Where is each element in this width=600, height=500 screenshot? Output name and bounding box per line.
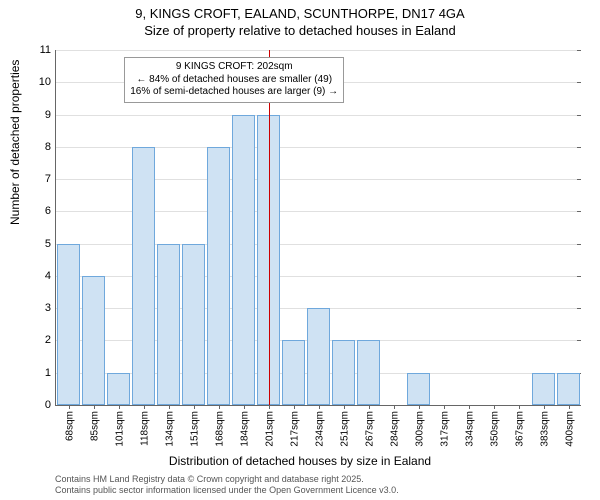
x-tick-mark — [244, 405, 245, 409]
y-tick-label: 1 — [45, 367, 56, 379]
x-tick-mark — [394, 405, 395, 409]
x-tick-mark — [344, 405, 345, 409]
footer-line-2: Contains public sector information licen… — [55, 485, 399, 496]
y-axis-label: Number of detached properties — [8, 60, 22, 225]
gridline — [56, 50, 581, 51]
y-tick-mark — [577, 405, 581, 406]
y-tick-label: 9 — [45, 109, 56, 121]
histogram-bar — [282, 340, 306, 405]
x-tick-label: 300sqm — [412, 411, 425, 447]
x-tick-label: 317sqm — [437, 411, 450, 447]
x-tick-mark — [144, 405, 145, 409]
y-tick-mark — [577, 147, 581, 148]
x-tick-label: 168sqm — [212, 411, 225, 447]
title-line-1: 9, KINGS CROFT, EALAND, SCUNTHORPE, DN17… — [0, 6, 600, 23]
histogram-bar — [182, 244, 206, 405]
y-tick-label: 0 — [45, 399, 56, 411]
histogram-bar — [132, 147, 156, 405]
y-tick-label: 10 — [39, 76, 56, 88]
histogram-bar — [332, 340, 356, 405]
x-tick-mark — [269, 405, 270, 409]
x-axis-label: Distribution of detached houses by size … — [0, 454, 600, 468]
y-tick-mark — [577, 244, 581, 245]
y-tick-label: 5 — [45, 238, 56, 250]
x-tick-label: 118sqm — [137, 411, 150, 446]
x-tick-label: 400sqm — [562, 411, 575, 447]
reference-line — [269, 50, 270, 405]
y-tick-mark — [577, 340, 581, 341]
x-tick-mark — [369, 405, 370, 409]
histogram-bar — [357, 340, 381, 405]
x-tick-label: 234sqm — [312, 411, 325, 447]
y-tick-mark — [577, 211, 581, 212]
x-tick-mark — [294, 405, 295, 409]
histogram-bar — [532, 373, 556, 405]
y-tick-label: 2 — [45, 334, 56, 346]
x-tick-mark — [419, 405, 420, 409]
histogram-bar — [57, 244, 81, 405]
x-tick-mark — [69, 405, 70, 409]
x-tick-label: 201sqm — [262, 411, 275, 447]
y-tick-label: 8 — [45, 141, 56, 153]
x-tick-label: 367sqm — [512, 411, 525, 447]
x-tick-label: 334sqm — [462, 411, 475, 447]
x-tick-mark — [469, 405, 470, 409]
y-tick-mark — [577, 179, 581, 180]
chart-title: 9, KINGS CROFT, EALAND, SCUNTHORPE, DN17… — [0, 0, 600, 40]
x-tick-label: 267sqm — [362, 411, 375, 447]
x-tick-label: 383sqm — [537, 411, 550, 447]
y-tick-label: 7 — [45, 173, 56, 185]
y-tick-mark — [577, 115, 581, 116]
y-tick-label: 11 — [40, 44, 56, 56]
histogram-bar — [82, 276, 106, 405]
x-tick-mark — [569, 405, 570, 409]
y-tick-mark — [577, 82, 581, 83]
histogram-bar — [307, 308, 331, 405]
y-tick-label: 6 — [45, 205, 56, 217]
plot-area: 0123456789101168sqm85sqm101sqm118sqm134s… — [55, 50, 581, 406]
x-tick-mark — [219, 405, 220, 409]
x-tick-mark — [119, 405, 120, 409]
y-tick-mark — [577, 50, 581, 51]
x-tick-mark — [194, 405, 195, 409]
histogram-bar — [232, 115, 256, 405]
y-tick-mark — [577, 276, 581, 277]
annotation-line-2: ← 84% of detached houses are smaller (49… — [130, 74, 338, 87]
annotation-box: 9 KINGS CROFT: 202sqm ← 84% of detached … — [124, 57, 344, 103]
x-tick-label: 85sqm — [87, 411, 100, 441]
annotation-line-3: 16% of semi-detached houses are larger (… — [130, 86, 338, 99]
title-line-2: Size of property relative to detached ho… — [0, 23, 600, 40]
gridline — [56, 115, 581, 116]
x-tick-label: 101sqm — [112, 411, 125, 447]
y-tick-label: 3 — [45, 302, 56, 314]
annotation-line-1: 9 KINGS CROFT: 202sqm — [130, 61, 338, 74]
x-tick-label: 151sqm — [187, 411, 200, 447]
x-tick-mark — [94, 405, 95, 409]
histogram-bar — [107, 373, 131, 405]
x-tick-mark — [494, 405, 495, 409]
x-tick-label: 251sqm — [337, 411, 350, 447]
y-tick-label: 4 — [45, 270, 56, 282]
x-tick-label: 134sqm — [162, 411, 175, 447]
x-tick-mark — [544, 405, 545, 409]
histogram-bar — [407, 373, 431, 405]
x-tick-mark — [519, 405, 520, 409]
footer-text: Contains HM Land Registry data © Crown c… — [55, 474, 399, 496]
histogram-bar — [557, 373, 581, 405]
histogram-bar — [157, 244, 181, 405]
x-tick-label: 284sqm — [387, 411, 400, 447]
histogram-bar — [207, 147, 231, 405]
x-tick-label: 217sqm — [287, 411, 300, 447]
x-tick-mark — [169, 405, 170, 409]
x-tick-label: 184sqm — [237, 411, 250, 447]
x-tick-label: 350sqm — [487, 411, 500, 447]
x-tick-mark — [444, 405, 445, 409]
x-tick-label: 68sqm — [62, 411, 75, 441]
chart-container: 9, KINGS CROFT, EALAND, SCUNTHORPE, DN17… — [0, 0, 600, 500]
footer-line-1: Contains HM Land Registry data © Crown c… — [55, 474, 399, 485]
x-tick-mark — [319, 405, 320, 409]
y-tick-mark — [577, 308, 581, 309]
